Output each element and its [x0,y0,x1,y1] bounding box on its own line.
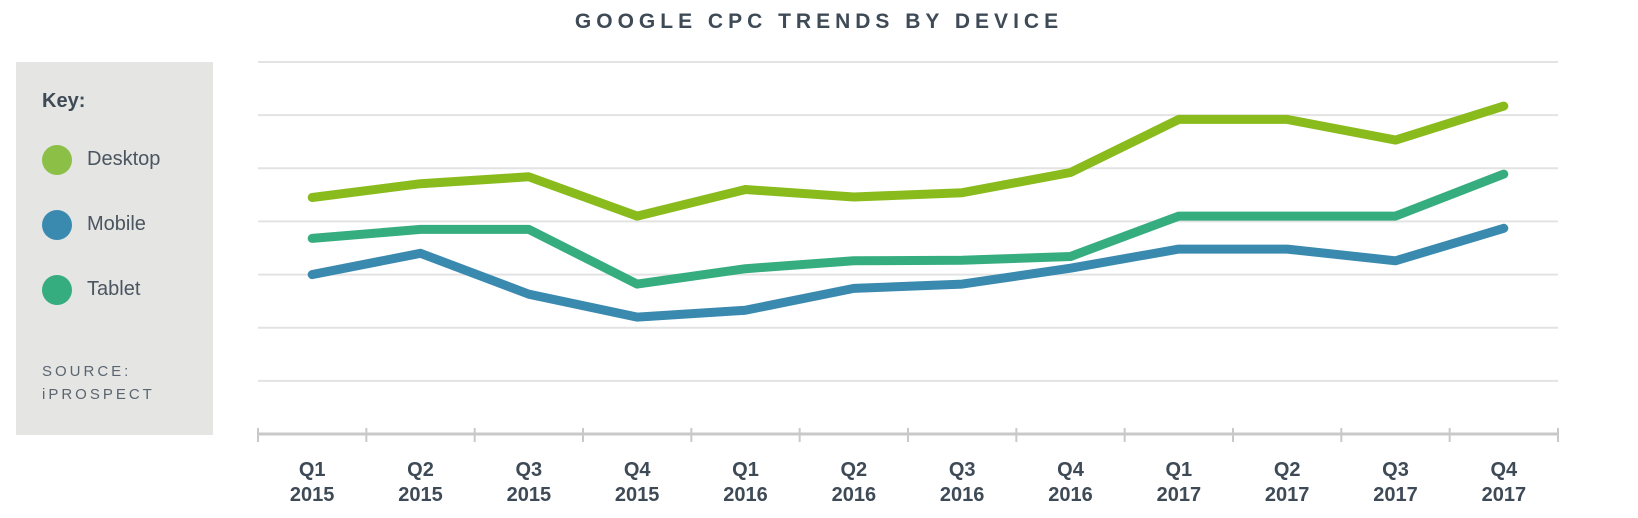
x-tick-quarter: Q2 [840,459,867,481]
x-tick-label: Q4 2017 [1482,459,1527,506]
x-tick-label: Q2 2016 [832,459,877,506]
x-tick-year: 2017 [1373,484,1418,506]
x-tick-year: 2015 [615,484,660,506]
x-tick-quarter: Q3 [1382,459,1409,481]
x-tick-year: 2015 [507,484,552,506]
legend-swatch-desktop [42,145,72,175]
x-tick-year: 2017 [1265,484,1310,506]
x-tick-quarter: Q1 [732,459,759,481]
x-tick-year: 2016 [940,484,985,506]
x-tick-year: 2016 [832,484,877,506]
x-tick-year: 2017 [1157,484,1202,506]
legend-panel: Key: Desktop Mobile Tablet SOURCE: iPROS… [16,62,213,435]
legend-title: Key: [42,90,86,112]
x-tick-quarter: Q4 [1490,459,1518,481]
legend-label-tablet: Tablet [87,278,141,300]
x-tick-quarter: Q3 [949,459,976,481]
x-tick-label: Q2 2017 [1265,459,1310,506]
x-tick-quarter: Q4 [624,459,652,481]
x-tick-quarter: Q1 [1165,459,1192,481]
x-tick-label: Q1 2017 [1157,459,1202,506]
x-tick-quarter: Q1 [299,459,326,481]
x-tick-label: Q1 2016 [723,459,768,506]
series-line-mobile [307,223,1509,322]
x-tick-label: Q1 2015 [290,459,335,506]
x-tick-year: 2016 [1048,484,1093,506]
source-label: SOURCE: [42,363,132,380]
series-lines [307,101,1509,322]
legend-swatch-mobile [42,210,72,240]
legend-label-desktop: Desktop [87,148,161,170]
x-tick-label: Q2 2015 [398,459,443,506]
series-line-tablet [307,169,1509,289]
x-tick-quarter: Q4 [1057,459,1085,481]
x-axis [257,428,1559,442]
x-tick-quarter: Q3 [515,459,542,481]
x-tick-labels: Q1 2015 Q2 2015 Q3 2015 Q4 2015 Q1 2016 Q2 2016 Q3 20… [290,459,1526,506]
x-tick-label: Q3 2017 [1373,459,1418,506]
x-tick-year: 2015 [398,484,443,506]
x-tick-year: 2016 [723,484,768,506]
x-tick-label: Q3 2016 [940,459,985,506]
x-tick-quarter: Q2 [407,459,434,481]
x-tick-year: 2015 [290,484,335,506]
source-name: iPROSPECT [42,386,155,403]
x-tick-label: Q3 2015 [507,459,552,506]
x-tick-year: 2017 [1482,484,1527,506]
gridlines [258,61,1558,382]
series-line-desktop [307,101,1509,221]
legend-label-mobile: Mobile [87,213,146,235]
source-note: SOURCE: iPROSPECT [42,360,155,406]
x-tick-quarter: Q2 [1274,459,1301,481]
chart-title: GOOGLE CPC TRENDS BY DEVICE [574,10,1064,33]
legend-swatch-tablet [42,275,72,305]
x-tick-label: Q4 2015 [615,459,660,506]
x-tick-label: Q4 2016 [1048,459,1093,506]
